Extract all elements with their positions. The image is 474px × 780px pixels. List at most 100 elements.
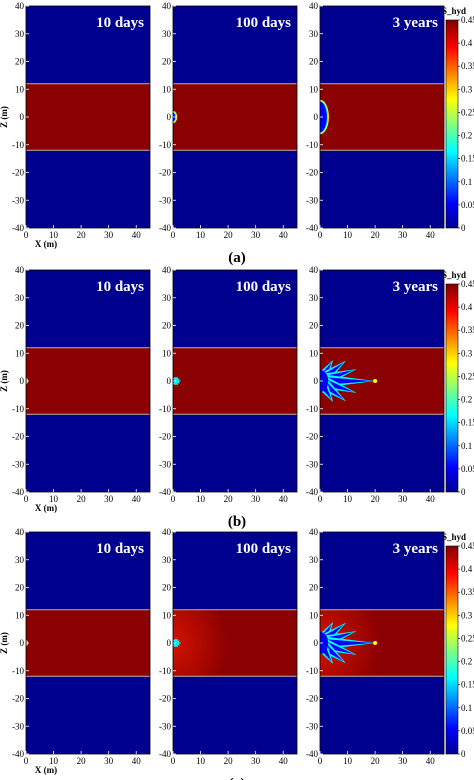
time-label: 100 days bbox=[236, 279, 292, 295]
x-tick-label: 0 bbox=[318, 230, 323, 240]
y-tick-label: -40 bbox=[159, 749, 171, 759]
y-tick-label: -20 bbox=[159, 694, 171, 704]
x-tick-label: 40 bbox=[279, 230, 289, 240]
x-tick-label: 10 bbox=[49, 756, 59, 766]
y-tick-label: -10 bbox=[306, 404, 318, 414]
x-axis-label: X (m) bbox=[35, 239, 57, 249]
hydrate-layer bbox=[173, 347, 297, 415]
x-tick-label: 40 bbox=[279, 756, 289, 766]
panel-row-2: 0 10 20 30 40 40 30 20 10 0 -10 -20 -30 -40 10 days X (… bbox=[0, 527, 474, 780]
y-tick-label: -20 bbox=[306, 694, 318, 704]
subplot: 0 10 20 30 40 40 30 20 10 0 -10 -20 -30 -40 10 days X (… bbox=[0, 527, 151, 775]
x-tick-label: 40 bbox=[132, 756, 142, 766]
x-axis-label: X (m) bbox=[35, 503, 57, 513]
y-tick-label: -30 bbox=[12, 195, 24, 205]
y-tick-label: 10 bbox=[15, 348, 25, 358]
x-tick-label: 20 bbox=[224, 230, 234, 240]
colorbar-tick-label: 0.4 bbox=[461, 38, 473, 48]
y-tick-label: 20 bbox=[15, 57, 25, 67]
y-tick-label: 30 bbox=[15, 293, 25, 303]
subplot: 0 10 20 30 40 40 30 20 10 0 -10 -20 -30 -40 3 years bbox=[306, 527, 445, 766]
y-tick-label: 20 bbox=[15, 321, 25, 331]
colorbar-tick-label: 0.25 bbox=[461, 371, 474, 381]
x-tick-label: 10 bbox=[343, 230, 353, 240]
y-tick-label: 10 bbox=[309, 84, 319, 94]
y-tick-label: 40 bbox=[15, 527, 25, 537]
subplot: 0 10 20 30 40 40 30 20 10 0 -10 -20 -30 -40 10 days X (… bbox=[0, 1, 151, 249]
y-tick-label: -30 bbox=[159, 721, 171, 731]
subplot: 0 10 20 30 40 40 30 20 10 0 -10 -20 -30 -40 100 days bbox=[159, 265, 298, 504]
colorbar-tick-label: 0.2 bbox=[461, 657, 472, 667]
y-tick-label: 20 bbox=[162, 583, 172, 593]
y-tick-label: 30 bbox=[309, 555, 319, 565]
x-tick-label: 30 bbox=[251, 756, 261, 766]
wellbore-zone bbox=[320, 631, 329, 655]
y-tick-label: 40 bbox=[309, 265, 319, 275]
hydrate-layer bbox=[26, 83, 150, 151]
y-tick-label: 0 bbox=[167, 376, 172, 386]
x-tick-label: 20 bbox=[77, 230, 87, 240]
y-tick-label: -10 bbox=[12, 666, 24, 676]
y-tick-label: 10 bbox=[309, 348, 319, 358]
heatmap-field bbox=[320, 532, 444, 754]
colorbar: S_hyd 0 0.05 0.1 0.15 0.2 0.25 0.3 0.35 0.4 0.45 bbox=[442, 270, 474, 497]
x-tick-label: 0 bbox=[24, 756, 29, 766]
hydrate-layer bbox=[26, 609, 150, 677]
y-tick-label: 10 bbox=[162, 84, 172, 94]
colorbar-tick-label: 0 bbox=[461, 749, 466, 759]
panel-label: (b) bbox=[228, 514, 246, 530]
colorbar-scale bbox=[445, 283, 459, 493]
y-tick-label: -30 bbox=[306, 721, 318, 731]
y-tick-label: -40 bbox=[12, 749, 24, 759]
y-tick-label: 40 bbox=[162, 527, 172, 537]
y-tick-label: 0 bbox=[20, 112, 25, 122]
y-tick-label: -20 bbox=[306, 432, 318, 442]
y-tick-label: -20 bbox=[12, 168, 24, 178]
colorbar-scale bbox=[445, 545, 459, 755]
panel-label: (a) bbox=[228, 250, 246, 266]
y-tick-label: -40 bbox=[306, 749, 318, 759]
colorbar-tick-label: 0.45 bbox=[461, 15, 474, 25]
x-tick-label: 40 bbox=[132, 494, 142, 504]
wellbore-zone bbox=[320, 369, 329, 393]
y-tick-label: -20 bbox=[159, 432, 171, 442]
colorbar-tick-label: 0.2 bbox=[461, 395, 472, 405]
x-tick-label: 10 bbox=[49, 230, 59, 240]
colorbar-tick-label: 0.1 bbox=[461, 441, 472, 451]
time-label: 100 days bbox=[236, 15, 292, 31]
y-tick-label: 10 bbox=[162, 610, 172, 620]
y-tick-label: -10 bbox=[306, 666, 318, 676]
colorbar-tick-label: 0.4 bbox=[461, 302, 473, 312]
y-tick-label: 10 bbox=[15, 84, 25, 94]
x-tick-label: 20 bbox=[371, 756, 381, 766]
y-tick-label: -30 bbox=[306, 459, 318, 469]
y-tick-label: -20 bbox=[159, 168, 171, 178]
colorbar-tick-label: 0 bbox=[461, 487, 466, 497]
colorbar-tick-label: 0.3 bbox=[461, 610, 473, 620]
y-tick-label: 10 bbox=[162, 348, 172, 358]
time-label: 3 years bbox=[393, 541, 439, 557]
x-tick-label: 20 bbox=[77, 756, 87, 766]
x-tick-label: 0 bbox=[24, 230, 29, 240]
y-tick-label: 40 bbox=[162, 1, 172, 11]
x-tick-label: 20 bbox=[77, 494, 87, 504]
x-tick-label: 20 bbox=[371, 230, 381, 240]
x-tick-label: 0 bbox=[171, 494, 176, 504]
x-tick-label: 40 bbox=[279, 494, 289, 504]
y-tick-label: -40 bbox=[159, 487, 171, 497]
colorbar: S_hyd 0 0.05 0.1 0.15 0.2 0.25 0.3 0.35 0.4 0.45 bbox=[442, 6, 474, 233]
colorbar-title: S_hyd bbox=[442, 270, 466, 280]
heatmap-field bbox=[173, 6, 297, 228]
y-tick-label: 30 bbox=[15, 29, 25, 39]
x-tick-label: 30 bbox=[251, 494, 261, 504]
x-tick-label: 10 bbox=[196, 494, 206, 504]
y-tick-label: -30 bbox=[159, 195, 171, 205]
colorbar-tick-label: 0.3 bbox=[461, 84, 473, 94]
y-tick-label: 0 bbox=[167, 638, 172, 648]
y-tick-label: 0 bbox=[314, 638, 319, 648]
y-tick-label: 10 bbox=[309, 610, 319, 620]
x-tick-label: 0 bbox=[24, 494, 29, 504]
colorbar-tick-label: 0.35 bbox=[461, 61, 474, 71]
y-tick-label: -10 bbox=[12, 140, 24, 150]
heatmap-field bbox=[320, 6, 444, 228]
